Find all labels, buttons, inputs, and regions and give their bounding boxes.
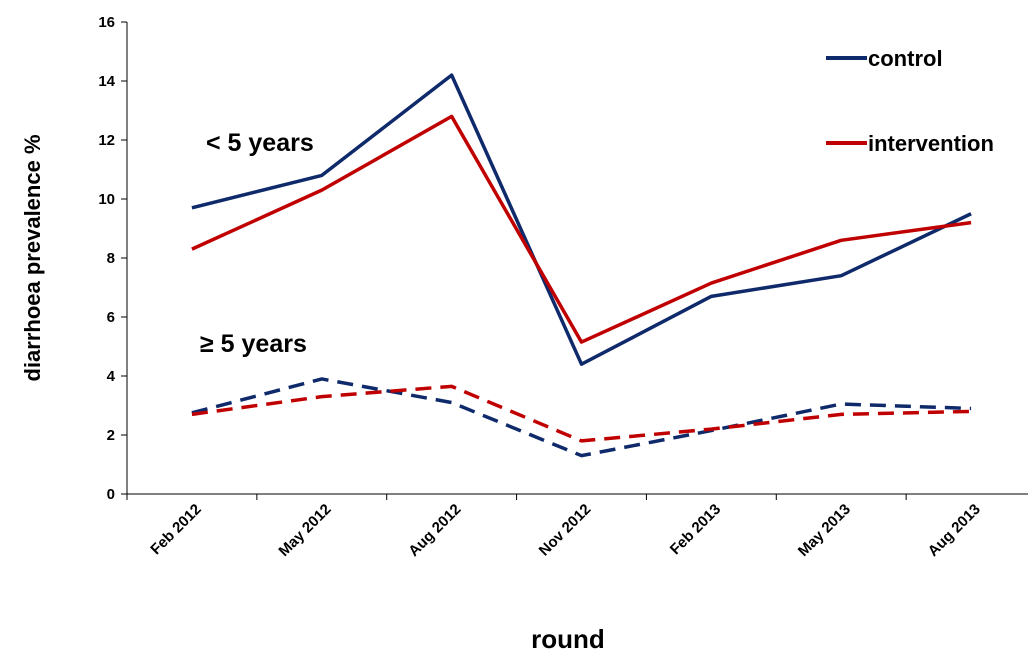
legend-label-control: control	[868, 46, 943, 71]
y-axis-ticks: 0 2 4 6 8 10 12 14 16	[98, 14, 127, 503]
y-tick-label: 14	[98, 73, 115, 90]
legend: control intervention	[826, 46, 994, 156]
annotation-under-5-years: < 5 years	[206, 129, 314, 157]
x-tick-label: Feb 2013	[667, 501, 724, 558]
x-tick-label: May 2012	[275, 501, 334, 560]
series-line-over-5-control	[191, 377, 972, 458]
y-tick-label: 0	[107, 486, 115, 503]
series-lines	[191, 73, 972, 458]
x-tick-label: May 2013	[795, 501, 854, 560]
y-tick-label: 6	[107, 309, 115, 326]
y-tick-label: 16	[98, 14, 115, 31]
series-line-over-5-intervention	[191, 384, 972, 443]
x-tick-label: Aug 2012	[405, 501, 464, 560]
annotation-5-plus-years: ≥ 5 years	[200, 330, 307, 358]
legend-label-intervention: intervention	[868, 131, 994, 156]
y-tick-label: 12	[98, 132, 115, 149]
y-tick-label: 4	[107, 368, 116, 385]
series-line-under-5-intervention	[191, 114, 972, 344]
y-tick-label: 2	[107, 427, 115, 444]
x-tick-label: Aug 2013	[925, 501, 984, 560]
x-tick-label: Feb 2012	[147, 501, 204, 558]
x-tick-label: Nov 2012	[536, 501, 595, 560]
series-line-under-5-control	[191, 73, 972, 366]
y-tick-label: 10	[98, 191, 115, 208]
y-axis-title: diarrhoea prevalence %	[20, 134, 45, 381]
y-tick-label: 8	[107, 250, 115, 267]
x-axis-title: round	[531, 624, 605, 654]
x-axis-ticks: Feb 2012 May 2012 Aug 2012 Nov 2012 Feb 2013…	[126, 494, 984, 560]
